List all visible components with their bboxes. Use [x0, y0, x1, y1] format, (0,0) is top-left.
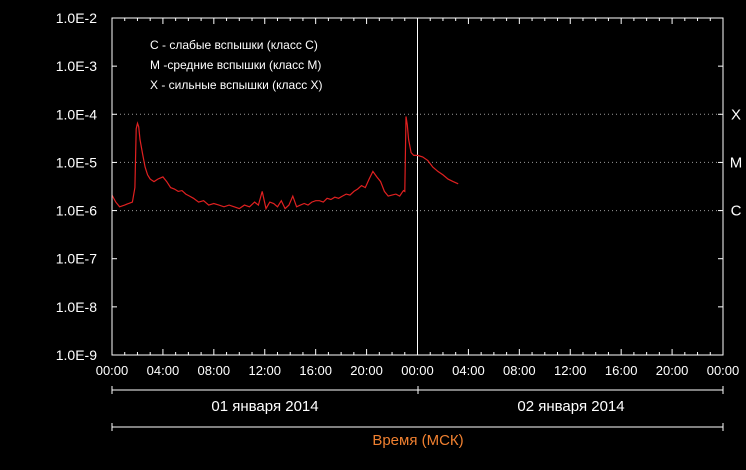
y-tick-label: 1.0E-7: [56, 251, 97, 267]
xray-flux-series-line: [111, 116, 459, 211]
flare-class-label-m: M: [730, 154, 743, 171]
x-tick-label: 08:00: [198, 363, 231, 378]
x-tick-label: 20:00: [656, 363, 689, 378]
x-tick-label: 00:00: [96, 363, 129, 378]
legend: C - слабые вспышки (класс C) M -средние …: [150, 38, 323, 92]
legend-entry-m: M -средние вспышки (класс M): [150, 58, 321, 72]
y-tick-label: 1.0E-9: [56, 347, 97, 363]
x-tick-label: 12:00: [248, 363, 281, 378]
x-tick-label: 04:00: [147, 363, 180, 378]
legend-entry-c: C - слабые вспышки (класс C): [150, 38, 318, 52]
y-tick-label: 1.0E-5: [56, 154, 97, 170]
y-tick-label: 1.0E-8: [56, 299, 97, 315]
x-tick-label: 20:00: [350, 363, 383, 378]
y-tick-label: 1.0E-3: [56, 58, 97, 74]
day-label-2: 02 января 2014: [517, 398, 624, 415]
x-tick-label: 04:00: [452, 363, 485, 378]
x-tick-label: 08:00: [503, 363, 536, 378]
x-tick-label: 00:00: [707, 363, 740, 378]
x-tick-label: 00:00: [401, 363, 434, 378]
x-tick-label: 12:00: [554, 363, 587, 378]
y-tick-label: 1.0E-4: [56, 106, 97, 122]
y-tick-label: 1.0E-2: [56, 10, 97, 26]
flare-class-label-x: X: [731, 106, 741, 123]
x-tick-label: 16:00: [605, 363, 638, 378]
x-axis-title: Время (МСК): [372, 432, 463, 449]
legend-entry-x: X - сильные вспышки (класс X): [150, 78, 323, 92]
flare-class-label-c: C: [731, 203, 742, 220]
day-label-1: 01 января 2014: [211, 398, 318, 415]
y-tick-label: 1.0E-6: [56, 203, 97, 219]
x-tick-label: 16:00: [299, 363, 332, 378]
